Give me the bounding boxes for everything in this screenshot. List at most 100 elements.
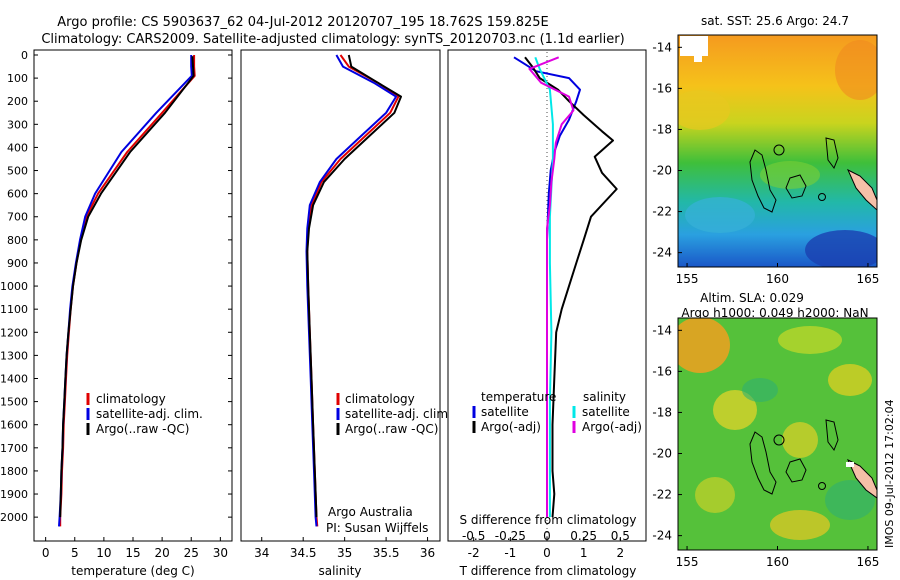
salinity-axes-box xyxy=(240,49,441,542)
depth-tick-label: 700 xyxy=(7,211,28,224)
sst-map-lon-tick-label: 165 xyxy=(857,272,880,286)
legend-label-temp-satellite: satellite xyxy=(481,405,529,419)
sla-map-ticks: -14 -16 -18 -20 -22 -24 155 160 165 xyxy=(652,323,879,569)
legend-label-sal-satellite: satellite xyxy=(582,405,630,419)
sst-patch xyxy=(835,40,877,100)
difference-t-x-tick-label: -2 xyxy=(468,546,480,560)
sla-patch xyxy=(782,422,818,458)
temperature-x-tick-label: 0 xyxy=(42,546,50,560)
depth-tick-label: 0 xyxy=(21,49,28,62)
legend-label-satellite-adj: satellite-adj. clim. xyxy=(96,407,203,421)
sla-patch xyxy=(695,477,735,513)
temperature-x-tick-label: 15 xyxy=(125,546,140,560)
sla-map-title-line2: Argo h1000: 0.049 h2000: NaN xyxy=(681,306,868,320)
legend-label-sal-argo: Argo(-adj) xyxy=(582,420,642,434)
sla-map-lat-tick-label: -18 xyxy=(652,405,672,419)
salinity-x-tick-label: 34 xyxy=(254,546,269,560)
depth-tick-label: 900 xyxy=(7,257,28,270)
temperature-x-tick-label: 5 xyxy=(71,546,79,560)
legend-label-satellite-adj: satellite-adj. clim. xyxy=(345,407,452,421)
coastline xyxy=(846,168,877,211)
sla-map-lon-tick-label: 155 xyxy=(676,555,699,569)
sla-map-lat-tick-label: -20 xyxy=(652,447,672,461)
sst-map-lat-tick-label: -18 xyxy=(652,122,672,136)
difference-x-ticks: -2 -1 0 1 2 -0.5 -0.25 0 0.25 0.5 xyxy=(462,529,630,560)
coastline xyxy=(846,458,877,499)
sla-patch xyxy=(742,378,778,402)
salinity-x-tick-label: 35 xyxy=(337,546,352,560)
credit-line2: PI: Susan Wijffels xyxy=(326,521,428,535)
coastline xyxy=(785,174,807,199)
sla-missing-data xyxy=(846,462,854,467)
argo-float-marker xyxy=(773,144,785,156)
sst-patch xyxy=(678,90,730,130)
legend-title-temperature: temperature xyxy=(481,390,556,404)
series-line-temperature-argo-adj- xyxy=(524,56,618,518)
depth-tick-label: 1600 xyxy=(0,419,28,432)
depth-tick-label: 400 xyxy=(7,141,28,154)
salinity-series xyxy=(305,54,402,527)
depth-tick-label: 1900 xyxy=(0,488,28,501)
depth-tick-label: 100 xyxy=(7,72,28,85)
depth-tick-label: 1800 xyxy=(0,465,28,478)
coastline xyxy=(749,431,777,495)
depth-tick-label: 1700 xyxy=(0,442,28,455)
sla-patch xyxy=(828,364,872,396)
credit-line1: Argo Australia xyxy=(328,505,413,519)
salinity-xlabel: salinity xyxy=(318,564,361,578)
coastline xyxy=(749,149,777,213)
sst-patch xyxy=(805,230,877,267)
sst-map-title: sat. SST: 25.6 Argo: 24.7 xyxy=(701,14,849,28)
temperature-x-tick-label: 10 xyxy=(96,546,111,560)
series-line-argo-raw-qc- xyxy=(59,56,195,518)
sst-map-lat-tick-label: -16 xyxy=(652,81,672,95)
temperature-x-tick-label: 30 xyxy=(213,546,228,560)
sst-map-lat-tick-label: -20 xyxy=(652,164,672,178)
salinity-x-tick-label: 36 xyxy=(420,546,435,560)
difference-s-x-tick-label: 0.5 xyxy=(611,529,630,543)
sst-map-ticks: -14 -16 -18 -20 -22 -24 155 160 165 xyxy=(652,40,879,286)
depth-tick-label: 600 xyxy=(7,188,28,201)
depth-tick-label: 1100 xyxy=(0,303,28,316)
temperature-x-tick-label: 25 xyxy=(184,546,199,560)
depth-tick-label: 500 xyxy=(7,165,28,178)
coastline xyxy=(818,193,826,201)
coastline xyxy=(825,419,839,452)
depth-tick-label: 1400 xyxy=(0,372,28,385)
sla-patch xyxy=(678,318,730,373)
salinity-x-ticks: 34 34.5 35 35.5 36 xyxy=(254,537,435,560)
temperature-panel: 0100200300400500600700800900100011001200… xyxy=(0,49,646,578)
legend-label-temp-argo: Argo(-adj) xyxy=(481,420,541,434)
depth-tick-label: 200 xyxy=(7,95,28,108)
temperature-xlabel: temperature (deg C) xyxy=(71,564,194,578)
argo-float-marker xyxy=(773,434,785,446)
salinity-x-tick-label: 35.5 xyxy=(373,546,400,560)
sla-map-lon-tick-label: 160 xyxy=(766,555,789,569)
difference-s-x-tick-label: -0.5 xyxy=(462,529,485,543)
temperature-x-tick-label: 20 xyxy=(154,546,169,560)
depth-tick-label: 800 xyxy=(7,234,28,247)
sst-missing-data xyxy=(680,36,708,56)
sla-map-lat-tick-label: -16 xyxy=(652,364,672,378)
figure-title-line1: Argo profile: CS 5903637_62 04-Jul-2012 … xyxy=(57,15,548,30)
legend-title-salinity: salinity xyxy=(583,390,626,404)
difference-xlabel: T difference from climatology xyxy=(459,564,637,578)
legend-label-argo: Argo(..raw -QC) xyxy=(96,422,189,436)
temperature-legend: climatology satellite-adj. clim. Argo(..… xyxy=(86,392,203,436)
depth-tick-label: 2000 xyxy=(0,511,28,524)
difference-s-x-tick-label: 0 xyxy=(543,529,551,543)
difference-xlabel-top: S difference from climatology xyxy=(460,513,637,527)
coastline xyxy=(818,482,826,490)
sst-map-lat-tick-label: -24 xyxy=(652,246,672,260)
sla-patch xyxy=(825,480,875,520)
depth-tick-label: 1500 xyxy=(0,396,28,409)
sla-patch xyxy=(778,326,842,354)
difference-t-x-tick-label: -1 xyxy=(504,546,516,560)
sla-patch xyxy=(713,390,757,430)
sst-patch xyxy=(760,161,820,189)
temperature-axes-box xyxy=(33,49,233,542)
depth-tick-label: 1300 xyxy=(0,349,28,362)
sst-map-lat-tick-label: -14 xyxy=(652,40,672,54)
difference-panel: -2 -1 0 1 2 -0.5 -0.25 0 0.25 0.5 S difference fr… xyxy=(447,49,647,578)
sst-missing-data xyxy=(694,56,702,62)
